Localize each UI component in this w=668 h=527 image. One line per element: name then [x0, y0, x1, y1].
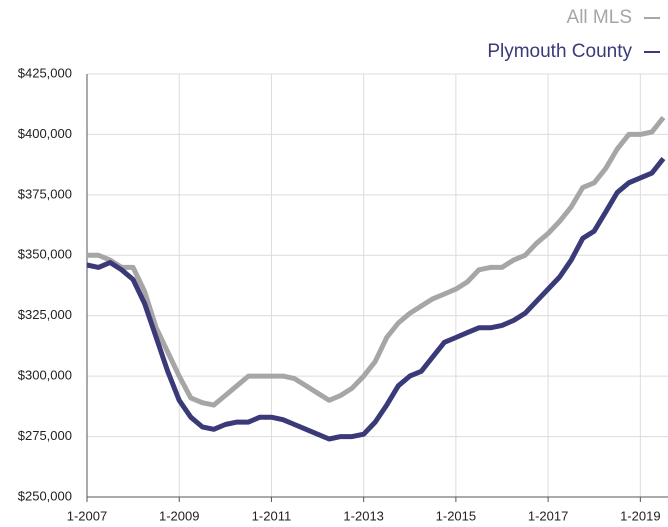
y-tick-label: $325,000 [18, 307, 72, 322]
y-tick-label: $400,000 [18, 126, 72, 141]
x-tick-label: 1-2009 [159, 508, 199, 523]
x-tick-label: 1-2017 [528, 508, 568, 523]
x-tick-label: 1-2015 [436, 508, 476, 523]
x-tick-label: 1-2013 [343, 508, 383, 523]
y-tick-label: $275,000 [18, 428, 72, 443]
legend-label: All MLS [567, 7, 632, 28]
y-tick-label: $300,000 [18, 368, 72, 383]
y-tick-label: $350,000 [18, 247, 72, 262]
series-line [87, 115, 666, 408]
x-tick-label: 1-2011 [252, 508, 292, 523]
y-tick-label: $250,000 [18, 488, 72, 503]
x-tick-label: 1-2007 [67, 508, 107, 523]
x-tick-label: 1-2019 [620, 508, 660, 523]
y-tick-label: $375,000 [18, 186, 72, 201]
legend-label: Plymouth County [487, 41, 632, 62]
series-line [86, 157, 666, 442]
y-tick-label: $425,000 [18, 65, 72, 80]
